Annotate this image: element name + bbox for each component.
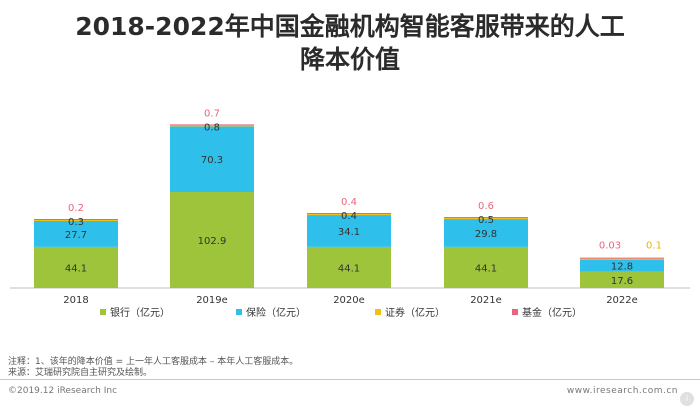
bar-segment-2021e-2 [444, 218, 528, 220]
data-label-2019e-3: 0.7 [204, 108, 220, 119]
legend-label-1: 保险（亿元） [246, 306, 306, 319]
copyright-text: ©2019.12 iResearch Inc [8, 386, 118, 396]
bar-segment-2022e-1 [580, 259, 664, 272]
bar-segment-2022e-0 [580, 271, 664, 288]
data-label-2021e-0: 44.1 [475, 263, 497, 274]
data-label-2020e-0: 44.1 [338, 263, 360, 274]
bar-segment-2022e-3 [580, 257, 664, 259]
data-label-2018-2: 0.3 [68, 217, 84, 228]
bar-segment-2020e-3 [307, 213, 391, 215]
source-text: 来源：艾瑞研究院自主研究及绘制。 [8, 368, 153, 378]
legend-swatch-3 [512, 309, 518, 315]
x-tick-label-2018: 2018 [63, 295, 88, 306]
bar-segment-2021e-1 [444, 219, 528, 247]
data-label-2022e-0: 17.6 [611, 276, 633, 287]
x-tick-label-2022e: 2022e [606, 295, 638, 306]
website-text: www.iresearch.com.cn [566, 386, 678, 396]
bar-segment-2019e-1 [170, 126, 254, 192]
bar-segment-2021e-0 [444, 246, 528, 288]
data-label-2020e-3: 0.4 [341, 197, 357, 208]
data-label-2022e-2: 0.1 [646, 241, 662, 252]
bar-segment-2019e-0 [170, 191, 254, 288]
bar-segment-2020e-2 [307, 214, 391, 216]
legend-swatch-0 [100, 309, 106, 315]
chart-title: 2018-2022年中国金融机构智能客服带来的人工 降本价值 [0, 10, 700, 76]
chart-title-line2: 降本价值 [299, 45, 400, 74]
data-label-2022e-1: 12.8 [611, 262, 633, 273]
data-label-2018-1: 27.7 [65, 230, 87, 241]
data-label-2020e-1: 34.1 [338, 227, 360, 238]
data-label-2019e-1: 70.3 [201, 155, 223, 166]
data-label-2018-0: 44.1 [65, 263, 87, 274]
logo-watermark-icon: i [680, 392, 694, 406]
bar-segment-2020e-1 [307, 215, 391, 247]
data-label-2018-3: 0.2 [68, 203, 84, 214]
bar-segment-2018-1 [34, 221, 118, 247]
data-label-2021e-1: 29.8 [475, 229, 497, 240]
data-label-2021e-2: 0.5 [478, 215, 494, 226]
legend-label-0: 银行（亿元） [110, 306, 170, 319]
legend-label-2: 证券（亿元） [385, 306, 445, 319]
bar-segment-2021e-3 [444, 217, 528, 219]
data-label-2021e-3: 0.6 [478, 201, 494, 212]
note-text: 注释：1、该年的降本价值 = 上一年人工客服成本 – 本年人工客服成本。 [8, 357, 299, 367]
legend-swatch-1 [236, 309, 242, 315]
footer-divider [0, 379, 700, 380]
legend-label-3: 基金（亿元） [522, 306, 582, 319]
data-label-2019e-0: 102.9 [198, 236, 227, 247]
chart-title-line1: 2018-2022年中国金融机构智能客服带来的人工 [75, 12, 625, 41]
x-tick-label-2020e: 2020e [333, 295, 365, 306]
bar-segment-2018-2 [34, 220, 118, 222]
bar-segment-2022e-2 [580, 258, 664, 260]
bar-segment-2019e-3 [170, 124, 254, 126]
bar-segment-2019e-2 [170, 125, 254, 127]
bar-segment-2018-3 [34, 219, 118, 221]
legend-swatch-2 [375, 309, 381, 315]
data-label-2019e-2: 0.8 [204, 122, 220, 133]
bar-segment-2020e-0 [307, 246, 391, 288]
bar-segment-2018-0 [34, 246, 118, 288]
x-tick-label-2019e: 2019e [196, 295, 228, 306]
x-tick-label-2021e: 2021e [470, 295, 502, 306]
data-label-2020e-2: 0.4 [341, 211, 357, 222]
data-label-2022e-3: 0.03 [599, 241, 621, 252]
